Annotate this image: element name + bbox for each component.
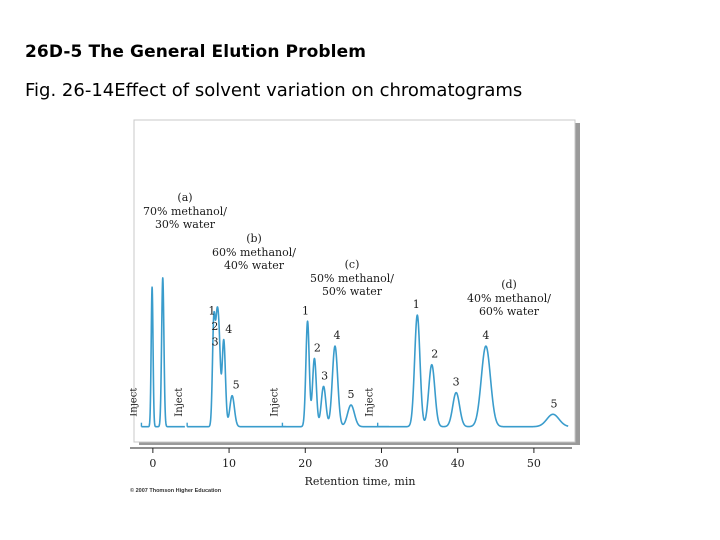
x-tick-label: 30 — [374, 457, 388, 470]
peak-label-d-3: 3 — [453, 376, 460, 389]
copyright-notice: © 2007 Thomson Higher Education — [130, 487, 222, 494]
panel-label-b: (b) — [246, 232, 262, 245]
solvent-label-d: 40% methanol/ — [467, 292, 551, 305]
solvent-label-b: 40% water — [224, 259, 285, 272]
peak-label-d-4: 4 — [482, 329, 489, 342]
labels-group: Inject (a)70% methanol/30% water Inject (b)… — [130, 191, 557, 417]
peak-label-b-1: 1 — [208, 304, 215, 317]
inject-label-a: Inject — [130, 388, 139, 417]
peak-label-c-3: 3 — [321, 369, 328, 382]
peak-label-d-1: 1 — [413, 298, 420, 311]
x-tick-label: 40 — [451, 457, 465, 470]
solvent-label-c: 50% methanol/ — [310, 272, 394, 285]
peak-label-b-5: 5 — [233, 379, 240, 392]
figure-caption: Fig. 26-14Effect of solvent variation on… — [25, 80, 523, 101]
peak-label-c-2: 2 — [314, 342, 321, 355]
panel-background — [133, 119, 576, 443]
x-tick-label: 50 — [527, 457, 541, 470]
peak-label-c-4: 4 — [333, 329, 340, 342]
x-axis: 0 10 20 30 40 50 — [130, 447, 572, 470]
chromatogram-trace-d — [377, 314, 569, 428]
chromatogram-trace-b — [186, 306, 287, 428]
inject-label-c: Inject — [269, 388, 280, 417]
slide-title: 26D-5 The General Elution Problem — [25, 42, 367, 62]
panel-label-c: (c) — [345, 258, 360, 271]
solvent-label-c: 50% water — [322, 285, 383, 298]
x-tick-label: 10 — [222, 457, 236, 470]
traces-group — [140, 277, 569, 428]
inject-label-d: Inject — [365, 388, 376, 417]
x-tick-label: 0 — [149, 457, 156, 470]
chromatogram-trace-c — [281, 320, 390, 428]
x-tick-label: 20 — [298, 457, 312, 470]
x-axis-title: Retention time, min — [305, 475, 416, 488]
panel-label-d: (d) — [501, 278, 517, 291]
peak-label-c-1: 1 — [302, 304, 309, 317]
chromatogram-chart: Inject (a)70% methanol/30% water Inject (b)… — [130, 119, 580, 494]
chromatogram-trace-a — [140, 277, 186, 428]
peak-label-c-5: 5 — [348, 388, 355, 401]
peak-label-b-2: 2 — [211, 320, 218, 333]
peak-label-d-2: 2 — [431, 348, 438, 361]
solvent-label-a: 70% methanol/ — [143, 205, 227, 218]
solvent-label-b: 60% methanol/ — [212, 246, 296, 259]
solvent-label-d: 60% water — [479, 305, 540, 318]
chromatogram-figure: Inject (a) 70% methanol/30% water Inject (b)… — [130, 118, 580, 500]
inject-label-b: Inject — [174, 388, 185, 417]
peak-label-b-3: 3 — [212, 335, 219, 348]
peak-label-d-5: 5 — [550, 397, 557, 410]
panel-label-a: (a) — [177, 191, 192, 204]
solvent-label-a: 30% water — [155, 218, 216, 231]
peak-label-b-4: 4 — [225, 323, 232, 336]
